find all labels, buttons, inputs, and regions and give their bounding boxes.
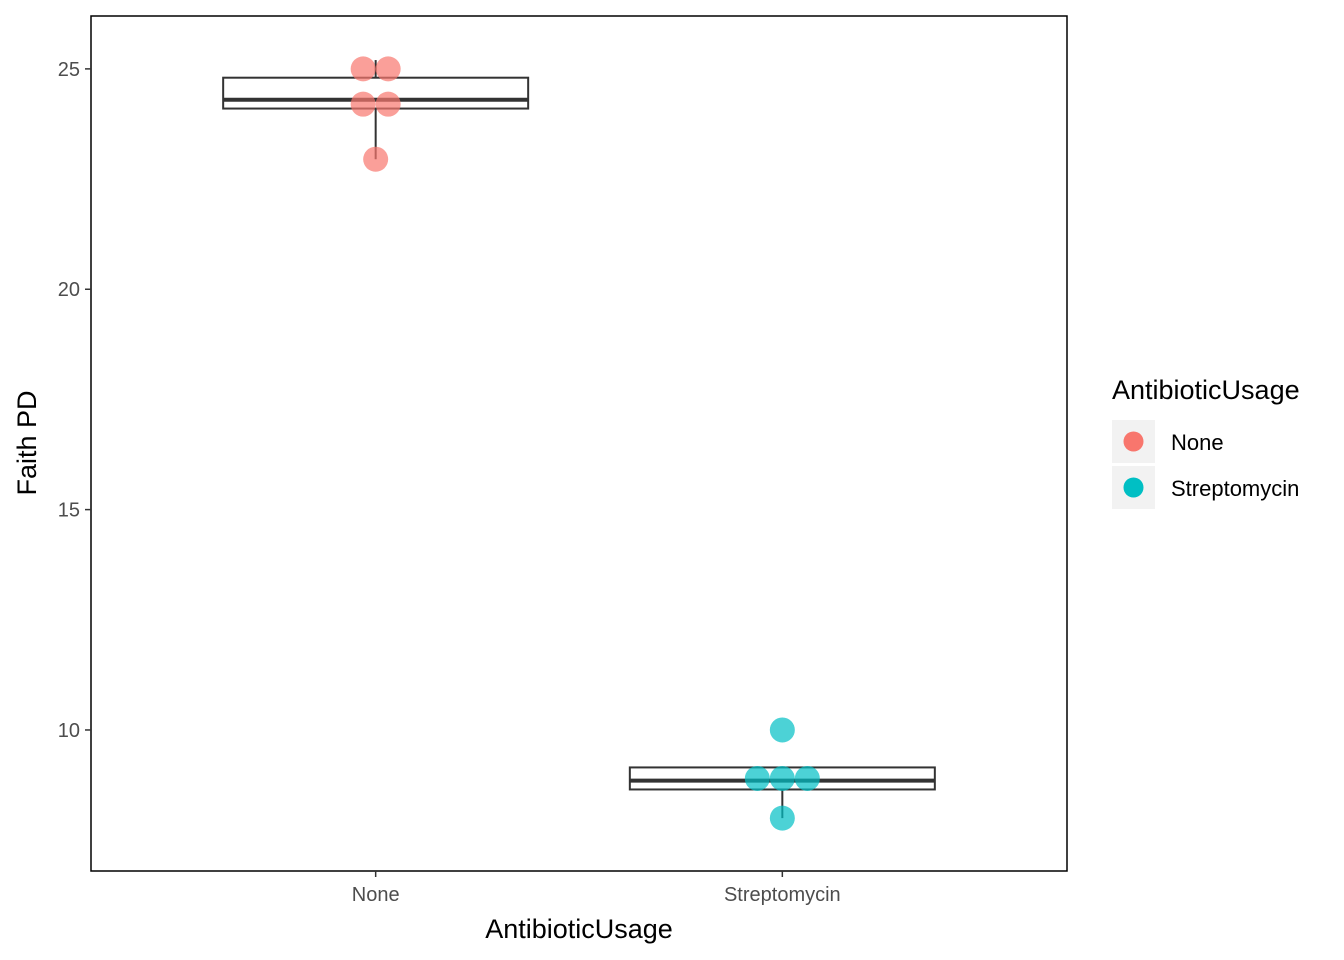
legend-swatch-none: [1123, 431, 1144, 452]
points: [350, 56, 820, 831]
y-axis: 10 15 20 25: [58, 59, 91, 742]
legend-label-none: None: [1171, 430, 1224, 455]
data-point-none: [375, 56, 401, 82]
plot-panel: [90, 15, 1068, 872]
legend-title: AntibioticUsage: [1112, 375, 1300, 405]
y-tick-label: 20: [58, 279, 80, 301]
x-tick-label: None: [352, 884, 400, 906]
data-point-none: [375, 91, 401, 117]
data-point-none: [363, 146, 389, 172]
box-none: [222, 76, 530, 110]
data-point-streptomycin: [744, 765, 770, 791]
legend-label-streptomycin: Streptomycin: [1171, 476, 1299, 501]
x-axis: None Streptomycin: [352, 871, 841, 906]
x-tick-label: Streptomycin: [724, 884, 841, 906]
legend: AntibioticUsage None Streptomycin: [1112, 375, 1300, 509]
legend-swatch-streptomycin: [1123, 477, 1144, 498]
data-point-none: [350, 91, 376, 117]
data-point-streptomycin: [769, 717, 795, 743]
y-tick-label: 15: [58, 500, 80, 522]
data-point-streptomycin: [769, 805, 795, 831]
y-tick-label: 10: [58, 720, 80, 742]
x-axis-title: AntibioticUsage: [485, 914, 673, 944]
data-point-streptomycin: [769, 765, 795, 791]
y-tick-label: 25: [58, 59, 80, 81]
boxes: [222, 60, 936, 819]
y-axis-title: Faith PD: [12, 390, 42, 495]
data-point-streptomycin: [794, 765, 820, 791]
data-point-none: [350, 56, 376, 82]
